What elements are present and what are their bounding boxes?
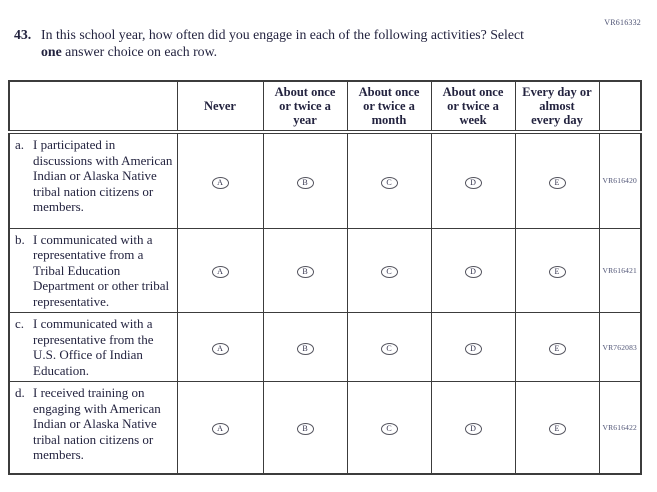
header-empty-stem [8, 80, 178, 134]
answer-bubble[interactable]: C [380, 176, 398, 189]
header-row: Never About once or twice a year About o… [8, 80, 642, 134]
cell-d-never: A [176, 381, 264, 474]
cell-a-month: C [346, 131, 432, 229]
answer-bubble[interactable]: A [211, 176, 229, 189]
question-text: In this school year, how often did you e… [41, 26, 524, 60]
row-label-b: b. [15, 231, 25, 247]
column-header-once-twice-month: About once or twice a month [346, 80, 432, 134]
answer-bubble[interactable]: D [464, 343, 482, 355]
row-stem-a: a. I participated in discussions with Am… [8, 131, 178, 229]
column-header-once-twice-year: About once or twice a year [262, 80, 348, 134]
row-stem-d: d. I received training on engaging with … [8, 381, 178, 474]
table-row-d: d. I received training on engaging with … [8, 381, 642, 474]
column-header-never: Never [176, 80, 264, 134]
question-line1: In this school year, how often did you e… [41, 27, 524, 42]
question-number: 43. [14, 27, 32, 42]
header-empty-code [598, 80, 642, 134]
answer-bubble[interactable]: C [380, 343, 398, 355]
answer-bubble[interactable]: C [380, 423, 398, 436]
answer-bubble[interactable]: D [464, 423, 482, 436]
cell-d-month: C [346, 381, 432, 474]
row-code-b: VR616421 [598, 227, 642, 313]
row-label-c: c. [15, 316, 25, 331]
answer-bubble[interactable]: E [548, 343, 566, 355]
question-block: 43. In this school year, how often did y… [14, 26, 599, 60]
row-code-c: VR762083 [598, 312, 642, 382]
answer-bubble[interactable]: E [548, 423, 566, 436]
question-line2: answer choice on each row. [61, 44, 218, 59]
response-table: Never About once or twice a year About o… [8, 80, 642, 475]
cell-b-never: A [176, 227, 264, 313]
row-text-c: I communicated with a representative fro… [33, 316, 154, 378]
answer-bubble[interactable]: C [380, 266, 398, 279]
cell-d-daily: E [514, 381, 600, 474]
column-header-every-day: Every day or almost every day [514, 80, 600, 134]
cell-c-week: D [430, 312, 516, 382]
table-row-b: b. I communicated with a representative … [8, 227, 642, 313]
cell-a-daily: E [514, 131, 600, 229]
table-row-c: c. I communicated with a representative … [8, 312, 642, 382]
cell-b-month: C [346, 227, 432, 313]
cell-d-week: D [430, 381, 516, 474]
row-text-d: I received training on engaging with Ame… [33, 385, 161, 462]
answer-bubble[interactable]: D [464, 176, 482, 189]
row-text-b: I communicated with a representative fro… [33, 231, 170, 309]
answer-bubble[interactable]: B [296, 343, 314, 355]
question-bold-word: one [41, 44, 62, 59]
cell-c-daily: E [514, 312, 600, 382]
cell-b-daily: E [514, 227, 600, 313]
cell-c-year: B [262, 312, 348, 382]
cell-a-never: A [176, 131, 264, 229]
row-label-d: d. [15, 385, 25, 400]
cell-d-year: B [262, 381, 348, 474]
answer-bubble[interactable]: B [296, 176, 314, 189]
answer-bubble[interactable]: D [464, 266, 482, 279]
cell-c-month: C [346, 312, 432, 382]
form-code: VR616332 [604, 18, 641, 27]
answer-bubble[interactable]: B [296, 266, 314, 279]
cell-b-week: D [430, 227, 516, 313]
answer-bubble[interactable]: E [548, 266, 566, 279]
row-label-a: a. [15, 137, 25, 152]
answer-bubble[interactable]: E [548, 176, 566, 189]
cell-b-year: B [262, 227, 348, 313]
row-stem-b: b. I communicated with a representative … [8, 227, 178, 313]
answer-bubble[interactable]: A [211, 343, 229, 355]
cell-c-never: A [176, 312, 264, 382]
table-row-a: a. I participated in discussions with Am… [8, 131, 642, 229]
row-code-d: VR616422 [598, 381, 642, 474]
row-text-a: I participated in discussions with Ameri… [33, 137, 173, 214]
row-stem-c: c. I communicated with a representative … [8, 312, 178, 382]
answer-bubble[interactable]: B [296, 423, 314, 436]
cell-a-year: B [262, 131, 348, 229]
cell-a-week: D [430, 131, 516, 229]
row-code-a: VR616420 [598, 131, 642, 229]
answer-bubble[interactable]: A [211, 423, 229, 436]
column-header-once-twice-week: About once or twice a week [430, 80, 516, 134]
answer-bubble[interactable]: A [211, 266, 229, 279]
